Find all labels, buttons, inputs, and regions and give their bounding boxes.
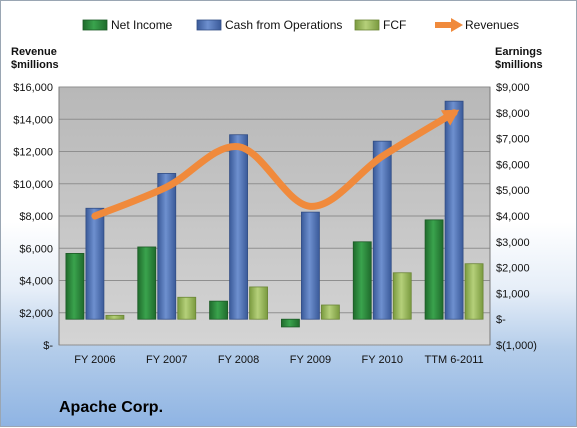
cash-from-operations-legend-label: Cash from Operations bbox=[225, 18, 342, 32]
fcf-legend-label: FCF bbox=[383, 18, 406, 32]
right-tick-label: $2,000 bbox=[496, 263, 530, 275]
left-tick-label: $- bbox=[43, 340, 53, 352]
net-income-bar bbox=[352, 241, 372, 320]
left-tick-label: $14,000 bbox=[13, 114, 53, 126]
net-income-legend-label: Net Income bbox=[111, 18, 173, 32]
right-tick-label: $7,000 bbox=[496, 134, 530, 146]
fcf-bar bbox=[177, 296, 197, 320]
right-tick-label: $5,000 bbox=[496, 185, 530, 197]
x-axis-ticks: FY 2006 FY 2007 FY 2008 FY 2009 FY 2010 TTM 6… bbox=[74, 354, 483, 366]
left-axis-ticks: $- $2,000 $4,000 $6,000 $8,000 $10,000 $12,000… bbox=[13, 82, 53, 352]
right-tick-label: $- bbox=[496, 314, 506, 326]
legend: Net Income Cash from Operations FCF Revenue… bbox=[82, 18, 519, 32]
right-tick-label: $6,000 bbox=[496, 159, 530, 171]
revenues-legend-label: Revenues bbox=[465, 18, 519, 32]
bar-series bbox=[65, 100, 484, 328]
cash-from-operations-bar bbox=[301, 211, 320, 320]
left-tick-label: $4,000 bbox=[19, 276, 53, 288]
right-axis-title: Earnings $millions bbox=[495, 46, 543, 71]
fcf-bar bbox=[105, 314, 125, 320]
right-axis-ticks: $(1,000) $- $1,000 $2,000 $3,000 $4,000 $5,000… bbox=[496, 82, 537, 352]
right-tick-label: $(1,000) bbox=[496, 340, 537, 352]
company-label: Apache Corp. bbox=[59, 399, 164, 416]
net-income-bar bbox=[424, 219, 444, 320]
net-income-bar bbox=[209, 300, 228, 320]
cash-from-operations-bar bbox=[444, 100, 464, 320]
left-tick-label: $12,000 bbox=[13, 147, 53, 159]
left-axis-title: Revenue $millions bbox=[11, 46, 59, 71]
cash-from-operations-bar bbox=[157, 173, 177, 320]
right-tick-label: $4,000 bbox=[496, 211, 530, 223]
right-tick-label: $9,000 bbox=[496, 82, 530, 94]
fcf-bar bbox=[464, 263, 484, 320]
x-tick-label: FY 2008 bbox=[218, 354, 259, 366]
left-tick-label: $6,000 bbox=[19, 243, 53, 255]
left-tick-label: $8,000 bbox=[19, 211, 53, 223]
revenues-line bbox=[91, 109, 458, 220]
fcf-bar bbox=[321, 304, 340, 320]
cash-from-operations-bar bbox=[372, 140, 392, 320]
right-tick-label: $1,000 bbox=[496, 288, 530, 300]
left-tick-label: $16,000 bbox=[13, 82, 53, 94]
left-tick-label: $10,000 bbox=[13, 179, 53, 191]
revenue-line-series bbox=[91, 109, 460, 220]
net-income-bar bbox=[137, 246, 157, 320]
revenues-arrowhead bbox=[440, 109, 460, 126]
x-tick-label: TTM 6-2011 bbox=[425, 354, 484, 366]
fcf-legend-swatch bbox=[354, 19, 380, 31]
x-tick-label: FY 2007 bbox=[146, 354, 187, 366]
right-tick-label: $8,000 bbox=[496, 108, 530, 120]
x-tick-label: FY 2010 bbox=[362, 354, 403, 366]
cash-from-operations-legend-swatch bbox=[196, 19, 222, 31]
fcf-bar bbox=[392, 272, 412, 320]
x-tick-label: FY 2009 bbox=[290, 354, 331, 366]
revenues-legend-arrow bbox=[451, 18, 463, 32]
cash-from-operations-bar bbox=[85, 207, 105, 320]
x-tick-label: FY 2006 bbox=[74, 354, 115, 366]
net-income-bar bbox=[65, 253, 85, 320]
gridlines bbox=[58, 86, 491, 346]
fcf-bar bbox=[249, 286, 268, 320]
net-income-legend-swatch bbox=[82, 19, 108, 31]
right-tick-label: $3,000 bbox=[496, 237, 530, 249]
net-income-bar bbox=[281, 318, 300, 328]
cash-from-operations-bar bbox=[229, 134, 248, 320]
left-tick-label: $2,000 bbox=[19, 308, 53, 320]
